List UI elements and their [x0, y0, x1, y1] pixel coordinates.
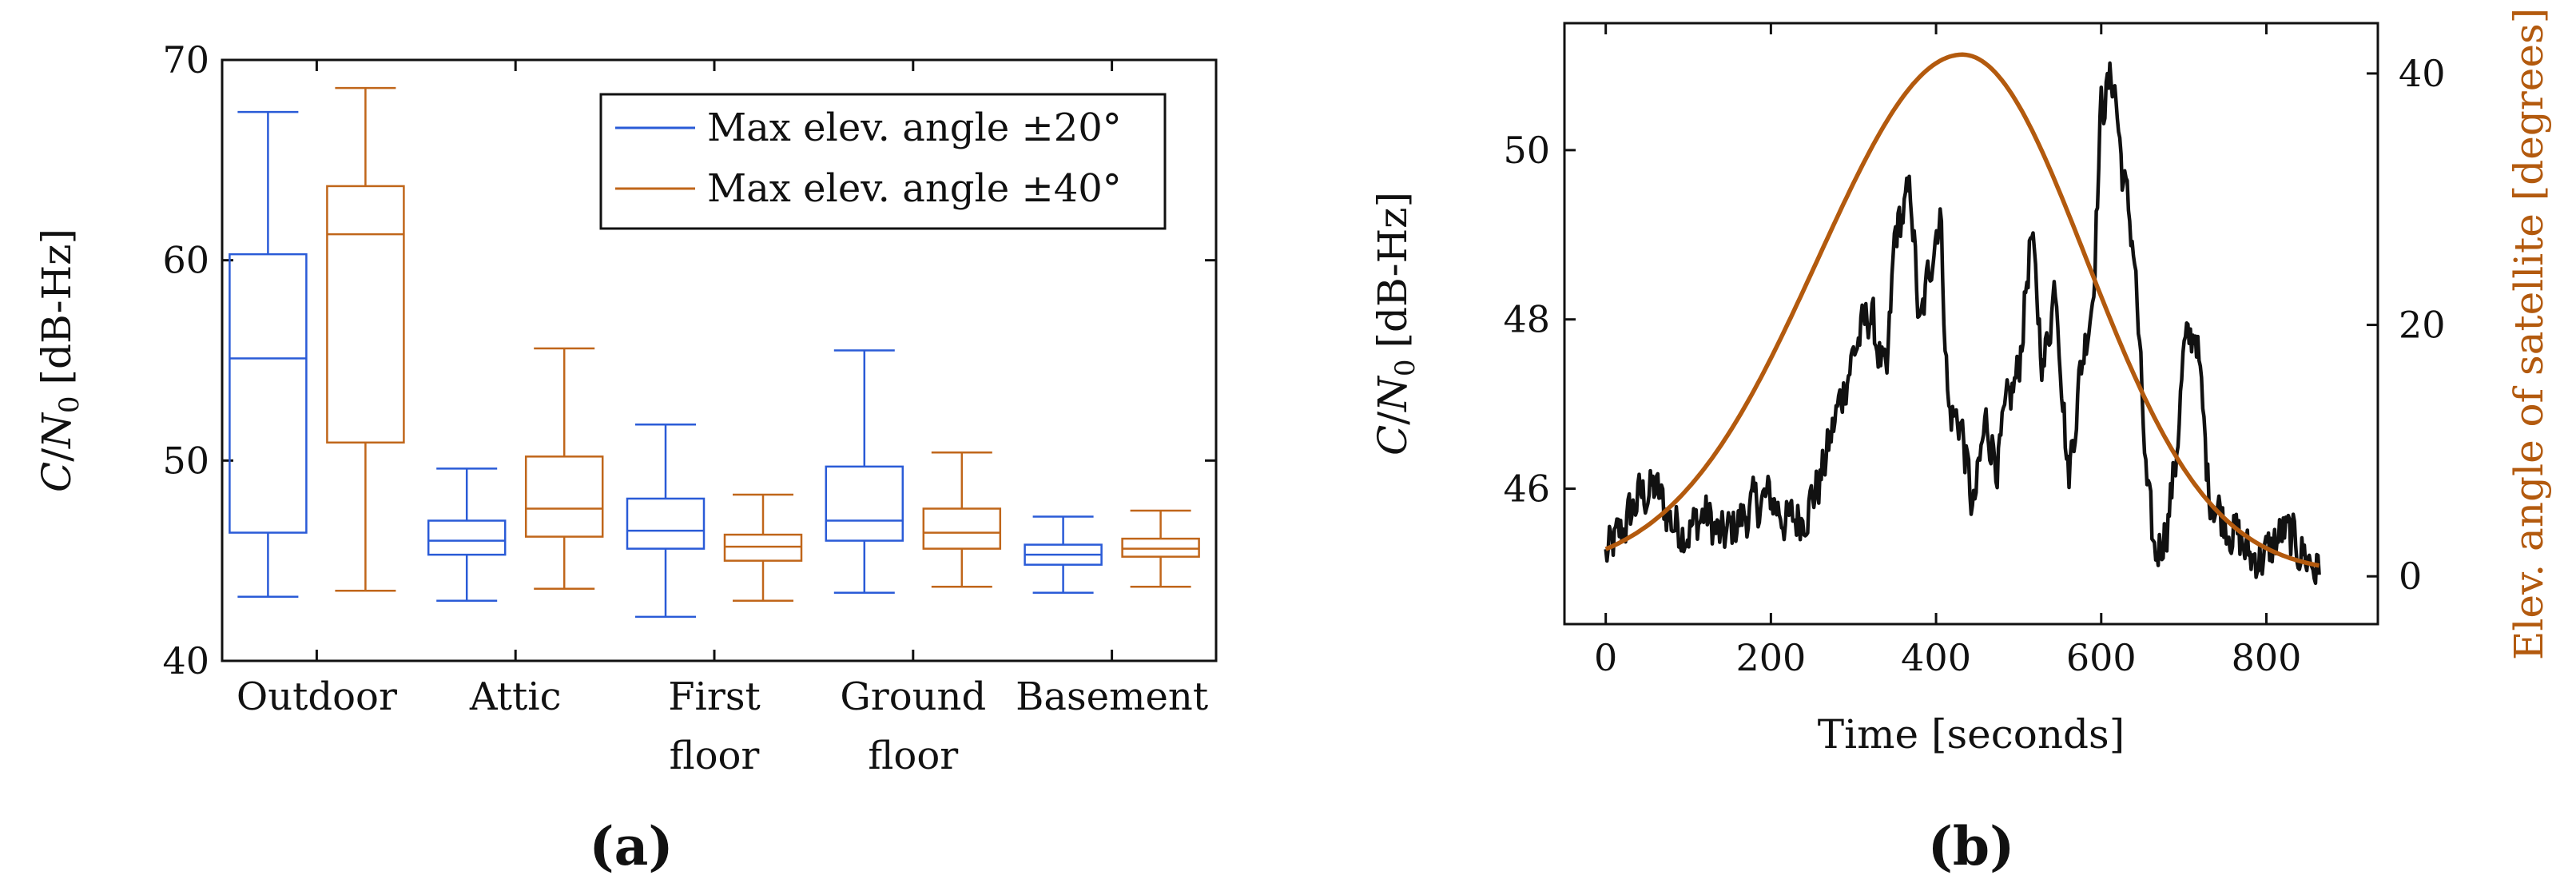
panel-a-frame — [221, 58, 1218, 662]
box-orange — [524, 347, 604, 591]
panel-a-boxes — [229, 86, 1200, 619]
x-tick-label: 800 — [2232, 636, 2302, 679]
category-label-line: floor — [868, 734, 958, 778]
y-label-c: C — [34, 462, 80, 492]
b-y-label-subscript: 0 — [1389, 360, 1421, 377]
y2-tick-label: 0 — [2399, 555, 2422, 598]
panel-a-category-labels: Outdoor Attic First floor Ground floor Basemen… — [237, 674, 1208, 778]
b-y-label-slash: / — [1369, 412, 1416, 425]
box-iqr — [326, 185, 405, 444]
y-label-slash: / — [34, 448, 80, 462]
y2-tick-label: 20 — [2399, 304, 2446, 347]
y-tick-label: 48 — [1503, 298, 1550, 341]
panel-b-timeseries: 0 200 400 600 800 46 48 50 0 20 40 Time [seconds… — [1369, 8, 2552, 877]
legend-label-orange: Max elev. angle ±40° — [707, 166, 1122, 211]
box-iqr — [626, 497, 706, 550]
b-y-label-unit: [dB-Hz] — [1369, 192, 1416, 348]
box-blue — [825, 349, 904, 595]
category-label: Attic — [469, 674, 562, 719]
box-blue — [626, 423, 706, 619]
category-label: Ground floor — [840, 674, 986, 778]
y-tick-label: 70 — [162, 38, 209, 82]
panel-b-frame — [1563, 22, 2379, 626]
category-label-line: floor — [670, 734, 760, 778]
legend-frame — [599, 93, 1167, 230]
panel-a-y-ticks: 40 50 60 70 — [162, 38, 1216, 682]
box-iqr — [825, 465, 904, 542]
panel-b-y-ticks: 46 48 50 — [1503, 129, 1576, 511]
elevation-angle-curve — [1604, 52, 2320, 568]
panel-b-plot-area — [1604, 52, 2321, 586]
panel-a-y-axis-label: C/N0 [dB-Hz] — [34, 229, 85, 492]
y-tick-label: 40 — [162, 639, 209, 682]
y-label-subscript: 0 — [54, 396, 85, 414]
y2-tick-label: 40 — [2399, 52, 2446, 95]
panel-b-x-axis-label: Time [seconds] — [1818, 711, 2125, 758]
y-tick-label: 50 — [162, 439, 209, 482]
x-tick-label: 400 — [1901, 636, 1971, 679]
panel-a-x-ticks — [315, 60, 1114, 661]
category-label-line: Ground — [840, 674, 986, 719]
cn0-signal-line — [1604, 61, 2321, 586]
panel-a-boxplot: 40 50 60 70 Outdoor Attic First floor Ground flo… — [34, 38, 1218, 877]
box-iqr — [1121, 537, 1200, 558]
category-label: First floor — [668, 674, 761, 778]
y-tick-label: 46 — [1503, 467, 1550, 511]
category-label-line: Basement — [1016, 674, 1208, 719]
category-label-line: Outdoor — [237, 674, 397, 719]
panel-b-x-ticks: 0 200 400 600 800 — [1594, 23, 2301, 679]
panel-b-y2-ticks: 0 20 40 — [2367, 52, 2446, 598]
b-y-label-c: C — [1369, 425, 1416, 455]
caption-a: (a) — [589, 815, 673, 877]
y-tick-label: 50 — [1503, 129, 1550, 172]
box-blue — [427, 467, 507, 603]
box-blue — [229, 110, 308, 599]
x-tick-label: 0 — [1594, 636, 1617, 679]
caption-b: (b) — [1928, 815, 2015, 877]
legend: Max elev. angle ±20° Max elev. angle ±40… — [599, 93, 1167, 230]
box-orange — [326, 86, 405, 592]
box-orange — [1121, 509, 1200, 588]
box-orange — [922, 451, 1002, 588]
y-label-n: N — [34, 412, 80, 449]
box-iqr — [229, 253, 308, 534]
box-orange — [723, 493, 803, 603]
category-label-line: First — [668, 674, 761, 719]
category-label-line: Attic — [469, 674, 562, 719]
legend-label-blue: Max elev. angle ±20° — [707, 105, 1122, 150]
box-iqr — [524, 455, 604, 538]
category-label: Outdoor — [237, 674, 397, 719]
box-iqr — [723, 533, 803, 562]
box-iqr — [427, 519, 507, 556]
y-tick-label: 60 — [162, 239, 209, 282]
x-tick-label: 200 — [1735, 636, 1806, 679]
panel-b-y-axis-label: C/N0 [dB-Hz] — [1369, 192, 1421, 455]
box-iqr — [922, 507, 1002, 550]
box-blue — [1024, 515, 1103, 595]
y-label-unit: [dB-Hz] — [34, 229, 80, 385]
x-tick-label: 600 — [2066, 636, 2137, 679]
b-y-label-n: N — [1369, 375, 1416, 412]
panel-b-y2-axis-label: Elev. angle of satellite [degrees] — [2506, 8, 2552, 660]
category-label: Basement — [1016, 674, 1208, 719]
